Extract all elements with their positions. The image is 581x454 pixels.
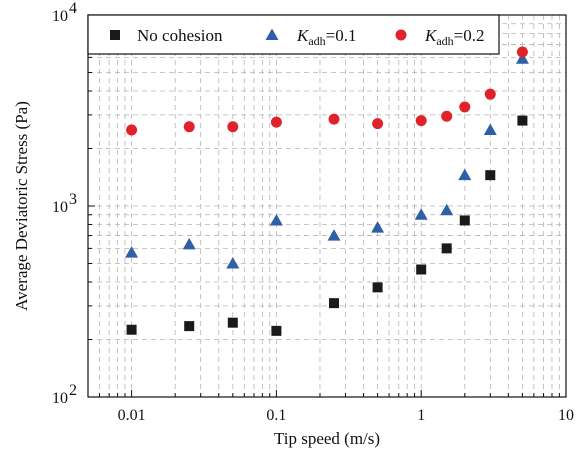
data-point-square [227, 317, 238, 328]
y-tick-label: 10 [52, 199, 68, 216]
y-tick-base: 10 [52, 8, 68, 25]
data-point-triangle [483, 123, 497, 135]
data-point-square [517, 115, 528, 126]
y-tick-base: 10 [52, 390, 68, 407]
data-point-square [329, 298, 340, 309]
grid [88, 15, 566, 397]
legend-subscript: adh [436, 34, 453, 48]
data-point-triangle [226, 256, 240, 269]
legend: No cohesion Kadh=0.1 Kadh=0.2 [87, 14, 500, 55]
x-tick-label: 1 [417, 407, 425, 424]
legend-label-kadh-02: Kadh=0.2 [424, 26, 485, 48]
data-point-circle [126, 124, 138, 136]
data-point-circle [484, 88, 496, 100]
y-tick-base: 10 [52, 199, 68, 216]
data-point-circle [516, 46, 528, 58]
data-point-square [126, 324, 137, 335]
data-point-square [416, 264, 427, 275]
data-point-square [184, 321, 195, 332]
legend-marker-circle [395, 29, 407, 41]
data-point-circle [415, 115, 427, 127]
legend-label-no-cohesion: No cohesion [137, 26, 223, 45]
y-tick-exponent: 3 [69, 191, 77, 208]
data-point-circle [227, 121, 239, 133]
x-tick-label: 10 [558, 407, 574, 424]
legend-suffix: =0.2 [454, 26, 485, 45]
data-point-circle [328, 113, 340, 125]
legend-entry-no-cohesion: No cohesion [110, 26, 223, 45]
data-point-square [372, 282, 383, 293]
x-axis-label: Tip speed (m/s) [274, 429, 380, 448]
data-point-circle [459, 101, 471, 113]
x-tick-label: 0.01 [118, 407, 146, 424]
data-point-triangle [440, 203, 454, 216]
x-tick-label: 0.1 [266, 407, 286, 424]
legend-symbol: K [296, 26, 310, 45]
legend-suffix: =0.1 [326, 26, 357, 45]
data-point-circle [441, 110, 453, 122]
data-point-triangle [125, 246, 139, 258]
legend-entry-kadh-01: Kadh=0.1 [265, 26, 357, 48]
y-tick-label: 10 [52, 8, 68, 25]
legend-label-kadh-01: Kadh=0.1 [296, 26, 357, 48]
data-point-triangle [182, 237, 196, 250]
data-point-square [271, 325, 282, 336]
data-point-triangle [515, 52, 529, 64]
y-tick-exponent: 4 [69, 0, 77, 17]
legend-symbol: K [424, 26, 438, 45]
data-point-circle [183, 121, 195, 133]
legend-entry-kadh-02: Kadh=0.2 [395, 26, 485, 48]
data-point-triangle [269, 213, 283, 226]
data-point-circle [270, 116, 282, 128]
legend-subscript: adh [308, 34, 325, 48]
legend-marker-triangle [265, 28, 279, 40]
legend-marker-square [110, 30, 120, 40]
y-tick-exponent: 2 [69, 382, 77, 399]
data-point-square [459, 215, 470, 226]
data-point-triangle [371, 221, 385, 233]
y-axis-label: Average Deviatoric Stress (Pa) [12, 101, 31, 311]
y-tick-label: 10 [52, 390, 68, 407]
data-point-triangle [327, 229, 341, 241]
data-point-circle [372, 118, 384, 130]
data-point-square [441, 243, 452, 254]
data-point-square [485, 170, 496, 181]
data-markers [125, 46, 529, 336]
legend-box [87, 14, 500, 55]
data-point-triangle [458, 168, 472, 181]
data-point-triangle [414, 208, 428, 220]
